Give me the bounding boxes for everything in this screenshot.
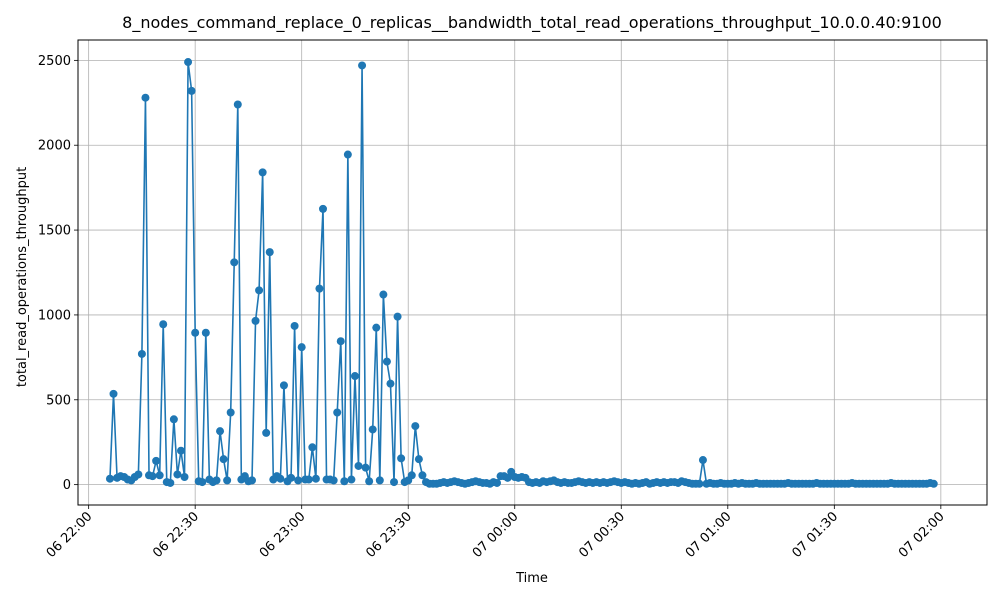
data-point bbox=[354, 461, 363, 470]
data-point bbox=[258, 168, 267, 177]
data-point bbox=[247, 476, 256, 485]
data-point bbox=[233, 100, 242, 109]
data-point bbox=[308, 443, 317, 452]
x-axis-label: Time bbox=[515, 571, 548, 586]
data-point bbox=[155, 471, 164, 480]
data-point bbox=[365, 477, 374, 486]
data-point bbox=[148, 472, 157, 481]
data-point bbox=[319, 204, 327, 213]
data-point bbox=[169, 415, 178, 424]
data-point bbox=[390, 478, 399, 487]
y-tick-label: 1500 bbox=[38, 224, 71, 239]
data-point bbox=[361, 463, 370, 472]
y-tick-label: 2000 bbox=[38, 139, 71, 154]
data-point bbox=[393, 312, 402, 321]
data-point bbox=[287, 473, 296, 482]
y-tick-label: 500 bbox=[46, 393, 71, 408]
data-point bbox=[212, 476, 221, 485]
data-point bbox=[159, 320, 168, 329]
data-point bbox=[411, 422, 420, 431]
data-point bbox=[152, 456, 161, 465]
data-point bbox=[372, 323, 381, 332]
data-point bbox=[340, 477, 349, 486]
data-point bbox=[262, 428, 271, 437]
data-point bbox=[382, 357, 391, 366]
data-point bbox=[105, 474, 114, 483]
data-point bbox=[698, 456, 707, 465]
data-point bbox=[180, 473, 189, 481]
data-point bbox=[297, 343, 306, 352]
data-point bbox=[187, 86, 196, 95]
plot-area-frame bbox=[77, 39, 988, 506]
data-point bbox=[333, 408, 342, 417]
data-point bbox=[230, 258, 239, 267]
data-point bbox=[219, 455, 228, 464]
data-point bbox=[276, 474, 285, 483]
data-point bbox=[336, 337, 345, 346]
data-point bbox=[347, 475, 356, 484]
data-point bbox=[695, 479, 704, 488]
y-tick-label: 1000 bbox=[38, 308, 71, 323]
data-point bbox=[329, 476, 338, 485]
data-point bbox=[290, 321, 299, 330]
data-point bbox=[109, 389, 118, 398]
data-point bbox=[279, 381, 288, 390]
grid-layer bbox=[78, 40, 987, 505]
data-point bbox=[176, 446, 185, 455]
data-point bbox=[198, 478, 207, 487]
data-point bbox=[137, 349, 146, 358]
data-point bbox=[191, 328, 200, 337]
data-point bbox=[386, 379, 395, 388]
data-point bbox=[397, 454, 406, 463]
y-tick-label: 0 bbox=[63, 478, 71, 493]
data-point bbox=[418, 471, 427, 480]
data-point bbox=[407, 471, 416, 480]
data-point bbox=[294, 476, 303, 485]
data-point bbox=[368, 425, 377, 434]
data-point bbox=[414, 455, 423, 464]
data-point bbox=[358, 61, 367, 70]
data-point bbox=[315, 284, 324, 293]
data-point bbox=[929, 479, 938, 488]
data-point bbox=[166, 478, 175, 487]
data-point bbox=[134, 470, 143, 479]
data-point bbox=[223, 476, 232, 485]
chart-title: 8_nodes_command_replace_0_replicas__band… bbox=[122, 13, 942, 33]
y-axis-label: total_read_operations_throughput bbox=[15, 167, 30, 387]
data-point bbox=[226, 408, 235, 417]
data-point bbox=[201, 328, 210, 337]
data-point bbox=[379, 290, 388, 299]
data-point bbox=[265, 248, 274, 257]
data-point bbox=[375, 476, 384, 485]
data-point bbox=[311, 474, 320, 483]
data-point bbox=[184, 58, 193, 67]
y-tick-label: 2500 bbox=[38, 54, 71, 69]
data-point bbox=[503, 473, 512, 482]
data-point bbox=[350, 372, 359, 381]
data-points-layer bbox=[105, 58, 938, 488]
data-point bbox=[304, 475, 313, 484]
data-point bbox=[343, 150, 352, 159]
data-point bbox=[255, 286, 264, 295]
data-point bbox=[492, 478, 501, 487]
data-point bbox=[251, 316, 260, 325]
data-point bbox=[173, 470, 182, 479]
data-point bbox=[141, 93, 150, 102]
data-point bbox=[216, 427, 225, 436]
